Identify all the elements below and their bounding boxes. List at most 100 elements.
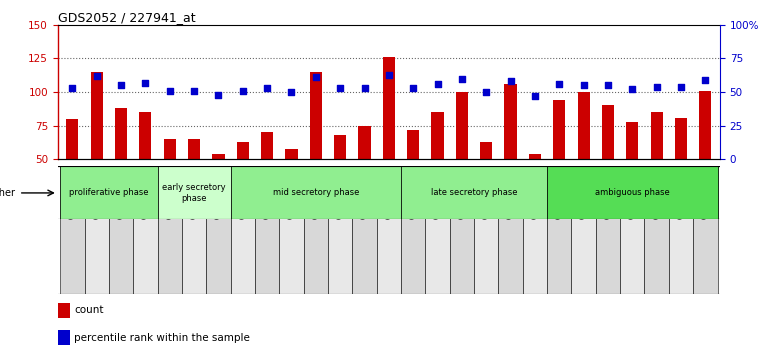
Point <box>553 81 565 87</box>
Bar <box>60 166 158 219</box>
Bar <box>133 166 158 294</box>
Text: GDS2052 / 227941_at: GDS2052 / 227941_at <box>58 11 196 24</box>
Bar <box>286 149 297 227</box>
Text: GSM109826: GSM109826 <box>287 173 296 219</box>
Bar <box>334 135 346 227</box>
Text: GSM109836: GSM109836 <box>482 173 490 219</box>
Bar <box>353 166 377 294</box>
Text: GSM109822: GSM109822 <box>214 173 223 219</box>
Bar <box>523 166 547 294</box>
Text: ambiguous phase: ambiguous phase <box>595 188 670 198</box>
Bar <box>407 130 420 227</box>
Point <box>456 76 468 81</box>
Bar <box>425 166 450 294</box>
Bar <box>230 166 255 294</box>
Point <box>334 85 346 91</box>
Bar <box>115 108 127 227</box>
Text: proliferative phase: proliferative phase <box>69 188 149 198</box>
Point <box>602 82 614 88</box>
Point <box>91 73 103 79</box>
Text: GSM109820: GSM109820 <box>166 173 174 219</box>
Point <box>699 77 711 83</box>
Text: percentile rank within the sample: percentile rank within the sample <box>74 333 250 343</box>
Bar <box>158 166 182 294</box>
Bar <box>60 166 85 294</box>
Bar <box>206 166 230 294</box>
Bar <box>280 166 303 294</box>
Bar <box>431 112 444 227</box>
Bar <box>578 92 590 227</box>
Point <box>407 85 420 91</box>
Bar <box>651 112 663 227</box>
Text: GSM109837: GSM109837 <box>506 173 515 219</box>
Text: mid secretory phase: mid secretory phase <box>273 188 359 198</box>
Text: GSM109825: GSM109825 <box>263 173 272 219</box>
Text: GSM109818: GSM109818 <box>579 173 588 219</box>
Bar <box>213 154 225 227</box>
Bar <box>91 72 102 227</box>
Point <box>651 84 663 90</box>
Point <box>480 89 492 95</box>
Bar <box>85 166 109 294</box>
Point <box>66 85 79 91</box>
Bar <box>139 112 152 227</box>
Bar <box>236 142 249 227</box>
Text: GSM109838: GSM109838 <box>531 173 540 219</box>
Text: GSM109821: GSM109821 <box>189 173 199 219</box>
Bar <box>669 166 693 294</box>
Text: GSM109829: GSM109829 <box>360 173 369 219</box>
Bar <box>699 91 711 227</box>
Bar <box>571 166 596 294</box>
Bar <box>547 166 571 294</box>
Text: GSM109816: GSM109816 <box>116 173 126 219</box>
Bar <box>158 166 230 219</box>
Bar <box>383 57 395 227</box>
Point <box>310 74 322 80</box>
Point <box>115 82 127 88</box>
Bar <box>529 154 541 227</box>
Point <box>675 84 687 90</box>
Point <box>163 88 176 93</box>
Bar <box>498 166 523 294</box>
Point <box>286 89 298 95</box>
Bar <box>182 166 206 294</box>
Bar <box>596 166 620 294</box>
Bar <box>456 92 468 227</box>
Text: GSM109833: GSM109833 <box>677 173 685 219</box>
Text: GSM109834: GSM109834 <box>433 173 442 219</box>
Point <box>383 72 395 78</box>
Point <box>139 80 152 85</box>
Text: GSM109819: GSM109819 <box>604 173 612 219</box>
Text: GSM109823: GSM109823 <box>628 173 637 219</box>
Point <box>236 88 249 93</box>
Bar <box>230 166 401 219</box>
Bar <box>620 166 644 294</box>
Text: GSM109831: GSM109831 <box>409 173 417 219</box>
Bar <box>675 118 687 227</box>
Point <box>529 93 541 99</box>
Bar <box>58 303 69 318</box>
Bar <box>164 139 176 227</box>
Bar <box>109 166 133 294</box>
Point <box>431 81 444 87</box>
Point <box>213 92 225 98</box>
Bar <box>328 166 353 294</box>
Text: GSM109817: GSM109817 <box>141 173 150 219</box>
Text: GSM109835: GSM109835 <box>457 173 467 219</box>
Bar <box>474 166 498 294</box>
Bar <box>358 126 370 227</box>
Bar <box>547 166 718 219</box>
Bar <box>66 119 79 227</box>
Text: GSM109824: GSM109824 <box>238 173 247 219</box>
Bar <box>401 166 547 219</box>
Bar <box>644 166 669 294</box>
Text: other: other <box>0 188 15 198</box>
Bar <box>626 122 638 227</box>
Point <box>626 86 638 92</box>
Bar <box>480 142 492 227</box>
Text: GSM109827: GSM109827 <box>311 173 320 219</box>
Bar <box>401 166 425 294</box>
Point <box>504 79 517 84</box>
Bar <box>602 105 614 227</box>
Point <box>261 85 273 91</box>
